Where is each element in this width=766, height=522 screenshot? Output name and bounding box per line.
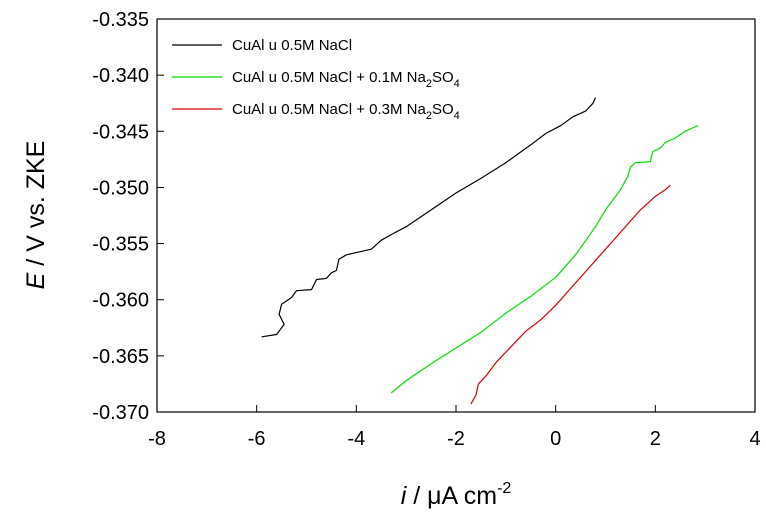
y-tick-label: -0.355: [92, 234, 149, 256]
y-tick-label: -0.365: [92, 346, 149, 368]
y-tick-label: -0.345: [92, 121, 149, 143]
y-tick-label: -0.360: [92, 290, 149, 312]
legend-label-1: CuAl u 0.5M NaCl: [232, 37, 352, 54]
series-line-1: [261, 97, 597, 338]
x-axis-label: i / μA cm-2: [401, 480, 512, 510]
y-tick-label: -0.370: [92, 402, 149, 424]
x-tick-label: 2: [650, 428, 661, 450]
legend: CuAl u 0.5M NaCl CuAl u 0.5M NaCl + 0.1M …: [172, 37, 460, 122]
y-tick-label: -0.340: [92, 65, 149, 87]
x-tick-label: -4: [347, 428, 365, 450]
x-tick-label: -2: [447, 428, 465, 450]
x-tick-label: -8: [148, 428, 166, 450]
series-line-3: [470, 184, 671, 405]
y-tick-label: -0.335: [92, 9, 149, 31]
x-tick-label: 0: [550, 428, 561, 450]
y-tick-label: -0.350: [92, 177, 149, 199]
x-axis-ticks: -8 -6 -4 -2 0 2 4: [148, 405, 761, 450]
x-tick-label: -6: [248, 428, 266, 450]
y-axis-ticks: -0.370 -0.365 -0.360 -0.355 -0.350 -0.345 -0.3…: [92, 9, 164, 424]
series-line-2: [390, 125, 698, 394]
legend-label-3: CuAl u 0.5M NaCl + 0.3M Na2SO4: [232, 101, 460, 122]
y-axis-label: E / V vs. ZKE: [22, 141, 50, 290]
x-tick-label: 4: [749, 428, 760, 450]
series-lines: [261, 97, 698, 405]
legend-label-2: CuAl u 0.5M NaCl + 0.1M Na2SO4: [232, 69, 460, 90]
